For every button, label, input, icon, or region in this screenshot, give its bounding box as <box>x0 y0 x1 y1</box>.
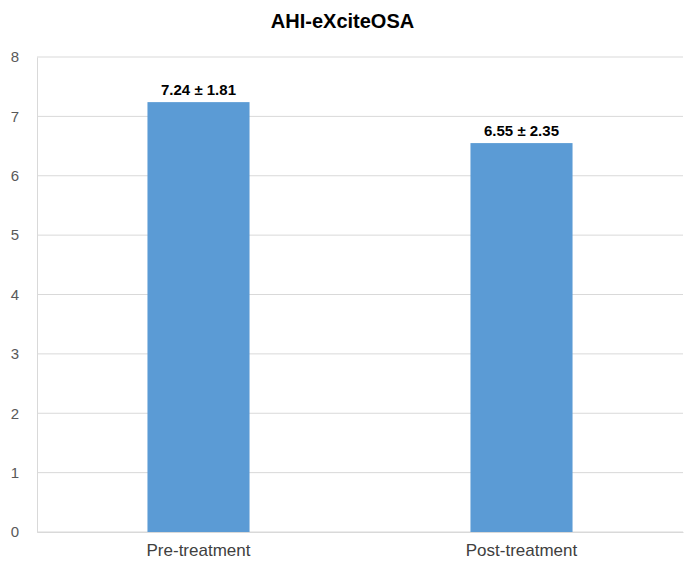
data-label: 6.55 ± 2.35 <box>484 122 559 139</box>
grid-line <box>37 57 683 58</box>
y-tick: 8 <box>11 48 37 65</box>
title: AHI-eXciteOSA <box>271 10 414 32</box>
y-tick: 7 <box>11 108 37 125</box>
grid-line <box>37 472 683 473</box>
y-tick-label: 1 <box>11 464 19 481</box>
y-tick-label: 0 <box>11 523 19 540</box>
y-tick-label: 6 <box>11 167 19 184</box>
grid-line <box>37 235 683 236</box>
grid-line <box>37 294 683 295</box>
data-labels: 7.24 ± 1.81 6.55 ± 2.35 <box>161 81 559 139</box>
grid <box>37 57 683 532</box>
x-axis-line <box>38 532 684 533</box>
grid-line <box>37 175 683 176</box>
y-tick-label: 5 <box>11 226 19 243</box>
y-tick-label: 4 <box>11 286 19 303</box>
x-tick: Pre-treatment <box>147 532 251 560</box>
x-tick-label: Post-treatment <box>466 541 578 560</box>
grid-line <box>37 413 683 414</box>
bar <box>147 102 249 532</box>
y-tick-label: 3 <box>11 345 19 362</box>
y-tick-label: 2 <box>11 405 19 422</box>
grid-line <box>37 532 683 533</box>
y-tick: 2 <box>11 405 37 422</box>
bar <box>470 143 572 532</box>
y-tick-label: 7 <box>11 108 19 125</box>
y-tick: 5 <box>11 226 37 243</box>
chart: AHI-eXciteOSA 0 1 2 3 4 5 6 7 8 Pre-treatment Post-… <box>0 0 685 576</box>
x-tick: Post-treatment <box>466 532 578 560</box>
bars <box>147 102 572 532</box>
y-axis-line <box>37 58 38 533</box>
y-tick: 1 <box>11 464 37 481</box>
y-tick-label: 8 <box>11 48 19 65</box>
data-label: 7.24 ± 1.81 <box>161 81 236 98</box>
x-tick-label: Pre-treatment <box>147 541 251 560</box>
y-tick: 0 <box>11 523 37 540</box>
y-tick: 6 <box>11 167 37 184</box>
grid-line <box>37 116 683 117</box>
y-tick: 3 <box>11 345 37 362</box>
y-axis: 0 1 2 3 4 5 6 7 8 <box>11 48 38 540</box>
x-axis: Pre-treatment Post-treatment <box>38 532 684 560</box>
grid-line <box>37 353 683 354</box>
y-tick: 4 <box>11 286 37 303</box>
